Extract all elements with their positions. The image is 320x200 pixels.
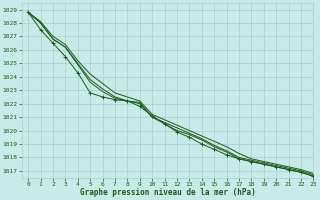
X-axis label: Graphe pression niveau de la mer (hPa): Graphe pression niveau de la mer (hPa): [80, 188, 256, 197]
